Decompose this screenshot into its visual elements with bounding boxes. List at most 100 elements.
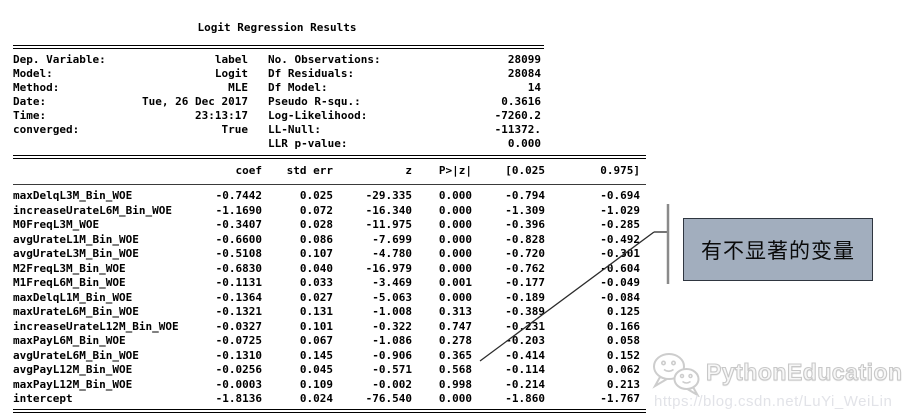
param-coef: -0.1321 — [215, 305, 262, 318]
param-coef: -0.0725 — [215, 334, 262, 347]
param-ci-high: 0.062 — [606, 363, 640, 376]
param-ci-low: -0.828 — [505, 232, 545, 246]
param-std-err: 0.109 — [299, 377, 333, 391]
param-coef: -0.0003 — [215, 377, 262, 391]
param-name: avgUrateL6M_Bin_WOE — [13, 348, 139, 362]
summary-label: Dep. Variable: — [13, 53, 106, 66]
param-std-err: 0.028 — [299, 218, 333, 231]
param-coef: -0.1310 — [215, 348, 262, 362]
param-z: -0.322 — [372, 319, 412, 333]
param-std-err: 0.027 — [299, 290, 333, 304]
param-ci-high: -0.604 — [600, 261, 640, 275]
param-coef: -0.5108 — [215, 247, 262, 260]
param-name: increaseUrateL6M_Bin_WOE — [13, 203, 172, 217]
summary-value: 0.3616 — [501, 95, 541, 108]
table-row: M0FreqL3M_WOE -0.3407 0.028 -11.975 0.000 -0.… — [13, 218, 640, 233]
param-z: -11.975 — [365, 218, 412, 231]
param-std-err: 0.024 — [299, 392, 333, 405]
param-std-err: 0.086 — [299, 232, 333, 246]
param-ci-low: -1.309 — [505, 203, 545, 217]
summary-gap — [248, 81, 268, 95]
param-std-err: 0.101 — [299, 319, 333, 333]
param-coef: -0.0327 — [215, 319, 262, 333]
summary-row: Time: 23:13:17 Log-Likelihood: -7260.2 — [13, 109, 541, 123]
table-row: increaseUrateL6M_Bin_WOE -1.1690 0.072 -16.… — [13, 204, 640, 219]
param-name: increaseUrateL12M_Bin_WOE — [13, 319, 179, 333]
param-std-err: 0.131 — [299, 305, 333, 318]
summary-row: Date: Tue, 26 Dec 2017 Pseudo R-squ.: 0.361… — [13, 95, 541, 109]
param-name: avgUrateL1M_Bin_WOE — [13, 232, 139, 246]
summary-value: 28099 — [507, 53, 541, 66]
param-std-err: 0.040 — [299, 261, 333, 275]
summary-row: Dep. Variable: label No. Observations: 2809… — [13, 53, 541, 67]
summary-label: No. Observations: — [268, 53, 381, 66]
summary-value: label — [214, 53, 248, 66]
param-name: avgUrateL3M_Bin_WOE — [13, 247, 139, 260]
column-header: 0.975] — [600, 164, 640, 177]
column-header: [0.025 — [505, 164, 545, 177]
param-ci-low: -0.114 — [505, 363, 545, 376]
param-ci-low: -0.177 — [505, 276, 545, 289]
summary-row: LLR p-value: 0.000 — [13, 137, 541, 151]
param-p-value: 0.998 — [438, 377, 472, 391]
param-name: maxUrateL6M_Bin_WOE — [13, 305, 139, 318]
param-p-value: 0.313 — [438, 305, 472, 318]
param-ci-high: 0.166 — [606, 319, 640, 333]
param-coef: -0.1131 — [215, 276, 262, 289]
param-z: -1.008 — [372, 305, 412, 318]
table-header-row: coef std err z P>|z| [0.025 0.975] — [13, 163, 641, 178]
column-header: z — [405, 164, 412, 177]
table-row: maxDelqL1M_Bin_WOE -0.1364 0.027 -5.063 0.00… — [13, 291, 640, 306]
summary-value: 28084 — [507, 67, 541, 80]
table-row: M2FreqL3M_Bin_WOE -0.6830 0.040 -16.979 0.00… — [13, 262, 640, 277]
summary-label: Date: — [13, 95, 47, 108]
param-name: maxPayL12M_Bin_WOE — [13, 377, 133, 391]
summary-gap — [248, 95, 268, 109]
param-z: -0.002 — [372, 377, 412, 391]
summary-value — [140, 137, 248, 151]
param-ci-low: -0.762 — [505, 261, 545, 275]
param-std-err: 0.045 — [299, 363, 333, 376]
param-ci-low: -0.203 — [505, 334, 545, 347]
summary-value: True — [221, 123, 249, 136]
param-ci-high: -0.084 — [600, 290, 640, 304]
param-p-value: 0.000 — [438, 232, 472, 246]
param-ci-high: 0.058 — [606, 334, 640, 347]
watermark: PythonEducation https://blog.csdn.net/Lu… — [650, 351, 906, 417]
param-name: M0FreqL3M_WOE — [13, 218, 100, 231]
param-ci-high: -0.492 — [600, 232, 640, 246]
param-coef: -0.6830 — [215, 261, 262, 275]
summary-gap — [248, 123, 268, 137]
param-ci-low: -0.794 — [505, 189, 545, 202]
summary-value: MLE — [228, 81, 248, 94]
annotation-box: 有不显著的变量 — [683, 218, 873, 281]
param-coef: -0.0256 — [215, 363, 262, 376]
summary-gap — [248, 137, 268, 151]
param-name: maxDelqL1M_Bin_WOE — [13, 290, 133, 304]
param-std-err: 0.107 — [299, 247, 333, 260]
summary-label: Df Model: — [268, 81, 328, 94]
param-coef: -1.8136 — [215, 392, 262, 405]
param-ci-high: -0.049 — [600, 276, 640, 289]
table-row: maxPayL12M_Bin_WOE -0.0003 0.109 -0.002 0.99… — [13, 378, 640, 393]
param-z: -29.335 — [365, 189, 412, 202]
param-p-value: 0.001 — [438, 276, 472, 289]
column-header: P>|z| — [438, 164, 472, 177]
summary-label — [13, 137, 140, 151]
param-z: -16.979 — [365, 261, 412, 275]
table-row: avgUrateL3M_Bin_WOE -0.5108 0.107 -4.780 0.0… — [13, 247, 640, 262]
param-z: -0.906 — [372, 348, 412, 362]
param-std-err: 0.145 — [299, 348, 333, 362]
summary-row: Model: Logit Df Residuals: 28084 — [13, 67, 541, 81]
param-ci-low: -0.396 — [505, 218, 545, 231]
param-p-value: 0.000 — [438, 290, 472, 304]
param-ci-low: -0.189 — [505, 290, 545, 304]
table-row: maxDelqL3M_Bin_WOE -0.7442 0.025 -29.335 0.0… — [13, 189, 640, 204]
param-p-value: 0.747 — [438, 319, 472, 333]
param-z: -76.540 — [365, 392, 412, 405]
separator-top — [13, 45, 544, 49]
summary-value: -11372. — [494, 123, 541, 136]
param-p-value: 0.568 — [438, 363, 472, 376]
param-p-value: 0.000 — [438, 218, 472, 231]
